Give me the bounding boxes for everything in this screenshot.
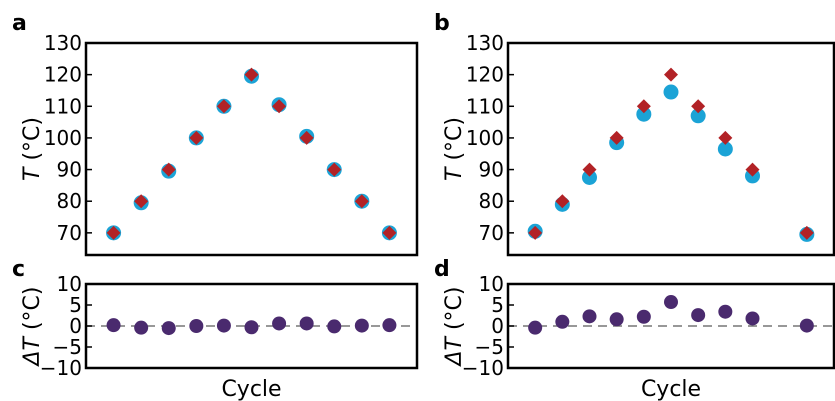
data-point-circle [717,141,733,157]
plot-frame [84,282,419,370]
data-point-diamond [244,67,259,82]
data-point-diamond [134,194,149,209]
y-axis-label-unit: (°C) [442,117,467,168]
y-tick-label: −10 [462,356,504,380]
y-tick-label: 110 [44,94,82,118]
data-point-circle [134,320,149,335]
data-point-circle [582,169,597,185]
y-axis-label-variable: ΔT [442,335,467,367]
data-point-circle [327,319,342,334]
data-point-diamond [354,194,369,209]
y-tick-label: 0 [491,314,504,338]
y-tick-label: −5 [475,335,504,359]
y-tick-label: 110 [466,94,504,118]
y-tick-label: −5 [53,335,82,359]
y-axis-label: T (°C) [20,117,45,181]
y-tick-label: 80 [57,189,82,213]
y-tick-label: 130 [44,31,82,55]
y-tick-label: 90 [57,158,82,182]
x-axis-label: Cycle [221,377,281,401]
y-axis-label-variable: T [20,166,45,181]
panel-letter: b [434,11,450,36]
data-point-diamond [555,194,570,209]
data-point-circle [663,84,679,100]
y-axis-label-variable: T [442,166,467,181]
plot-frame [84,41,419,257]
data-point-circle [609,312,624,327]
data-point-diamond [382,225,397,240]
y-tick-label: 5 [491,293,504,317]
data-point-circle [528,320,543,335]
data-point-circle [718,304,733,319]
y-tick-label: 10 [57,272,82,296]
y-axis-label-unit: (°C) [442,286,467,337]
y-tick-label: 70 [479,221,504,245]
data-point-circle [555,314,570,329]
data-point-diamond [636,99,651,114]
data-point-diamond [664,67,678,82]
data-point-circle [799,318,814,333]
y-axis-label: ΔT (°C) [20,286,45,367]
y-tick-label: 100 [466,126,504,150]
plot-frame [506,41,835,257]
data-point-diamond [745,162,760,177]
data-point-diamond [106,225,121,240]
data-point-diamond [609,130,624,145]
data-point-diamond [161,162,176,177]
data-point-circle [354,318,369,333]
y-axis-label-variable: ΔT [20,335,45,367]
y-axis-label-unit: (°C) [20,286,45,337]
y-axis-label: ΔT (°C) [442,286,467,367]
plot-frame [506,282,835,370]
y-tick-label: 90 [479,158,504,182]
y-tick-label: 100 [44,126,82,150]
y-axis-label: T (°C) [442,117,467,181]
y-tick-label: −10 [40,356,82,380]
data-point-circle [745,311,760,326]
y-tick-label: 10 [479,272,504,296]
data-point-circle [664,295,678,310]
data-point-circle [161,321,176,336]
y-tick-label: 130 [466,31,504,55]
data-point-diamond [272,99,287,114]
data-point-diamond [718,130,733,145]
data-point-diamond [327,162,342,177]
y-tick-label: 120 [44,63,82,87]
data-point-circle [691,308,706,323]
data-point-circle [382,318,397,333]
panel-b: b 70 80 90 100 110 120 130 T (°C) [434,11,835,257]
panel-letter: a [12,11,27,36]
data-point-circle [216,318,231,333]
data-point-diamond [189,130,204,145]
data-point-circle [106,318,121,333]
data-point-circle [272,316,287,331]
data-point-circle [636,309,651,324]
y-axis-label-unit: (°C) [20,117,45,168]
y-tick-label: 5 [69,293,82,317]
y-tick-label: 70 [57,221,82,245]
panel-letter: c [12,257,25,282]
panel-a: a 70 80 90 100 110 120 130 T (°C) [12,11,419,257]
y-tick-label: 80 [479,189,504,213]
data-point-diamond [216,99,231,114]
y-tick-label: 120 [466,63,504,87]
data-point-circle [189,319,204,333]
x-axis-label: Cycle [641,377,701,401]
panel-letter: d [434,257,450,282]
data-point-diamond [299,130,314,145]
data-point-diamond [799,225,814,240]
data-point-circle [582,309,597,324]
data-point-circle [690,108,706,124]
data-point-diamond [691,99,706,114]
data-point-circle [636,106,652,122]
y-tick-label: 0 [69,314,82,338]
data-point-circle [244,320,259,335]
data-point-diamond [582,162,597,177]
data-point-diamond [528,225,543,240]
data-point-circle [299,316,314,331]
